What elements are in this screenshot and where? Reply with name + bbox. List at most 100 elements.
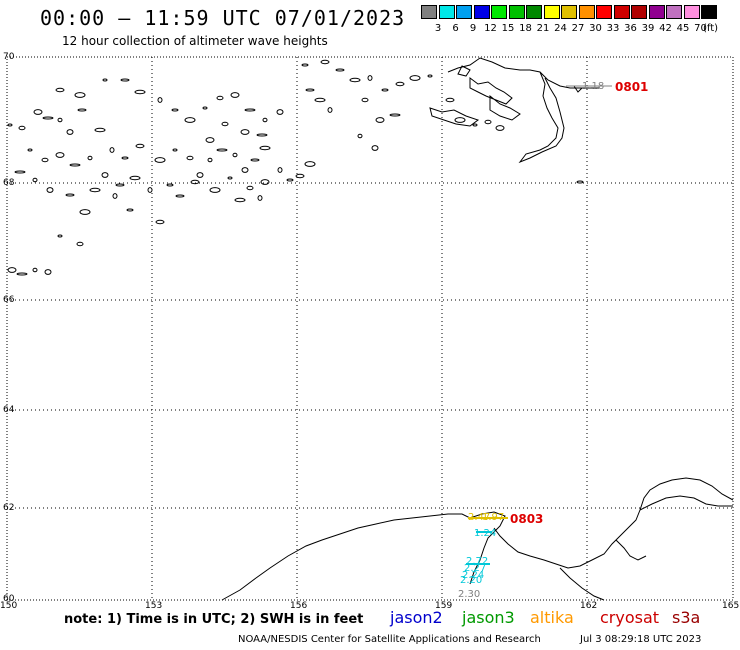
ice-fragment	[41, 157, 49, 163]
longitude-label: 159	[435, 601, 453, 611]
ice-fragment	[44, 269, 52, 275]
ice-fragment	[357, 133, 363, 139]
ice-fragment	[409, 75, 421, 81]
ice-fragment	[115, 183, 125, 187]
ice-fragment	[101, 172, 109, 178]
ice-fragment	[89, 187, 101, 193]
satellite-legend-jason3: jason3	[462, 608, 515, 627]
ice-fragment	[147, 187, 153, 193]
ice-fragment	[87, 155, 93, 161]
ice-fragment	[166, 183, 174, 187]
wave-height-observation: 1.24	[474, 528, 497, 539]
ice-fragment	[427, 74, 433, 78]
coastline-islands-north	[429, 65, 521, 127]
ice-fragment	[301, 63, 309, 67]
footer-date: Jul 3 08:29:18 UTC 2023	[580, 634, 702, 645]
ice-fragment	[277, 167, 283, 173]
ice-fragment	[241, 167, 249, 173]
color-scale-swatch	[491, 5, 507, 19]
ice-fragment	[196, 172, 204, 178]
ice-fragment	[216, 148, 228, 152]
color-scale-tick: 27	[571, 23, 585, 34]
pass-label-0803: 0803	[510, 512, 544, 526]
altimeter-tracks	[466, 85, 612, 565]
latitude-label: 66	[3, 295, 15, 305]
ice-fragment	[349, 77, 361, 83]
color-scale-tick: 21	[536, 23, 550, 34]
satellite-legend-altika: altika	[530, 608, 574, 627]
note-text: note: 1) Time is in UTC; 2) SWH is in fe…	[64, 612, 364, 627]
color-scale-tick: 39	[641, 23, 655, 34]
ice-fragment	[186, 155, 194, 161]
color-scale-unit: (ft)	[703, 23, 719, 34]
satellite-legend-jason2: jason2	[390, 608, 443, 627]
ice-fragment	[240, 129, 250, 135]
ice-fragment	[371, 145, 379, 151]
ice-fragment	[42, 116, 54, 120]
longitude-label: 156	[290, 601, 308, 611]
longitude-gridlines	[151, 57, 588, 600]
color-scale-tick: 45	[676, 23, 690, 34]
ice-fragment	[209, 187, 221, 193]
ice-fragment	[66, 129, 74, 135]
color-scale-swatch	[526, 5, 542, 19]
ice-fragment	[335, 68, 345, 72]
ice-fragment	[171, 108, 179, 112]
color-scale-swatch	[456, 5, 472, 19]
wave-height-observation: 2.24	[462, 570, 485, 581]
footer-credit: NOAA/NESDIS Center for Satellite Applica…	[238, 634, 541, 645]
ice-fragment	[57, 117, 63, 123]
ice-fragment	[395, 81, 405, 87]
color-scale-tick: 42	[659, 23, 672, 34]
color-scale-swatch	[578, 5, 595, 19]
ice-fragment	[135, 143, 145, 149]
coastline-north	[447, 57, 600, 164]
latitude-label: 64	[3, 405, 15, 415]
color-scale-swatch	[508, 5, 525, 19]
color-scale-swatch	[473, 5, 490, 19]
ice-fragment	[381, 88, 389, 92]
color-scale-tick: 36	[624, 23, 637, 34]
ice-fragment	[262, 117, 268, 123]
ice-fragment	[32, 267, 38, 273]
ice-fragment	[257, 195, 263, 201]
ice-fragment	[77, 108, 87, 112]
ice-fragment	[172, 148, 178, 152]
ice-fragment	[286, 178, 294, 182]
ice-fragment	[7, 123, 13, 127]
color-scale-tick: 70	[694, 23, 707, 34]
color-scale-swatch	[421, 5, 437, 19]
satellite-legend-s3a: s3a	[672, 608, 701, 627]
pass-label-0801: 0801	[615, 80, 649, 94]
color-scale-swatch	[596, 5, 612, 19]
color-scale-tick: 15	[501, 23, 515, 34]
wave-height-observation: 1.97	[482, 512, 505, 523]
ice-fragment	[327, 107, 333, 113]
ice-fragment	[205, 137, 215, 143]
wave-height-observation: 2.72	[466, 556, 489, 567]
ice-fragment	[495, 125, 505, 131]
color-scale-swatch	[438, 5, 455, 19]
color-scale-tick: 9	[469, 23, 477, 34]
ice-fragment	[121, 156, 129, 160]
ice-fragment	[76, 241, 84, 247]
ice-fragment	[375, 117, 385, 123]
ice-fragment	[576, 180, 584, 184]
wave-height-observation: 2.47	[468, 512, 491, 523]
ice-fragment	[32, 177, 38, 183]
color-scale-swatch	[648, 5, 665, 19]
color-scale-tick: 18	[519, 23, 532, 34]
ice-fragment	[16, 272, 28, 276]
color-scale-tick: 3	[434, 23, 442, 34]
color-scale-swatch	[701, 5, 717, 19]
ice-fragment	[175, 194, 185, 198]
ice-fragment	[454, 117, 466, 123]
color-scale-tick: 24	[554, 23, 567, 34]
ice-fragment	[314, 97, 326, 103]
ice-fragment	[202, 106, 208, 110]
satellite-legend-cryosat: cryosat	[600, 608, 660, 627]
longitude-label: 165	[722, 601, 740, 611]
latitude-label: 62	[3, 503, 15, 513]
color-scale-swatch	[631, 5, 647, 19]
